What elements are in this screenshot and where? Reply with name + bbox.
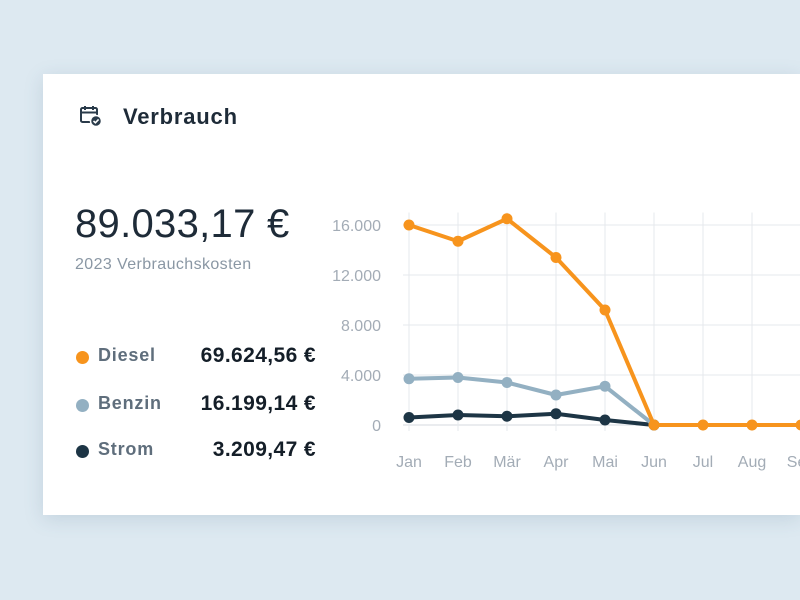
data-point-strom <box>550 408 562 420</box>
data-point-diesel <box>501 213 513 225</box>
legend-value-benzin: 16.199,14 € <box>200 392 316 415</box>
legend-item-benzin: Benzin 16.199,14 € <box>76 392 316 418</box>
x-tick-label: Mär <box>493 454 521 471</box>
legend-value-diesel: 69.624,56 € <box>200 344 316 367</box>
x-tick-label: Jan <box>396 454 422 471</box>
data-point-benzin <box>501 377 513 388</box>
data-point-diesel <box>550 252 562 263</box>
y-tick-label: 4.000 <box>341 368 381 385</box>
x-tick-label: Jun <box>641 454 667 471</box>
x-tick-label: Aug <box>738 454 766 471</box>
legend-dot-strom <box>76 445 89 458</box>
data-point-strom <box>599 414 611 426</box>
x-tick-label: Apr <box>544 454 570 471</box>
legend-dot-benzin <box>76 399 89 412</box>
legend-dot-diesel <box>76 351 89 364</box>
data-point-diesel <box>599 304 611 316</box>
data-point-strom <box>452 409 464 421</box>
data-point-diesel <box>403 219 415 231</box>
y-tick-label: 0 <box>372 418 381 435</box>
series-line-benzin <box>407 375 656 427</box>
consumption-line-chart: 0 4.000 8.000 12.000 16.000 Jan Feb Mär Apr Mai Ju… <box>332 212 800 471</box>
series-line-strom <box>407 411 656 427</box>
y-tick-label: 16.000 <box>332 218 381 235</box>
card-title: Verbrauch <box>123 104 238 129</box>
legend-label-diesel: Diesel <box>98 345 156 365</box>
data-point-benzin <box>599 380 611 392</box>
data-point-benzin <box>403 373 415 385</box>
x-tick-label: Mai <box>592 454 618 471</box>
y-tick-label: 12.000 <box>332 268 381 285</box>
data-point-diesel <box>648 419 660 431</box>
x-tick-label: Sep <box>787 454 800 471</box>
legend-item-strom: Strom 3.209,47 € <box>76 438 316 464</box>
legend-label-benzin: Benzin <box>98 393 162 413</box>
data-point-benzin <box>550 389 562 401</box>
consumption-card: Verbrauch 89.033,17 € 2023 Verbrauchskos… <box>43 74 800 515</box>
data-point-strom <box>403 412 415 423</box>
legend-label-strom: Strom <box>98 439 155 459</box>
data-point-diesel <box>746 419 758 431</box>
x-tick-label: Jul <box>693 454 713 471</box>
legend-item-diesel: Diesel 69.624,56 € <box>76 344 316 370</box>
data-point-diesel <box>452 235 464 247</box>
total-cost: 89.033,17 € <box>75 202 290 246</box>
y-tick-label: 8.000 <box>341 318 381 335</box>
data-point-diesel <box>697 419 709 431</box>
data-point-strom <box>501 410 513 422</box>
legend-value-strom: 3.209,47 € <box>212 438 316 461</box>
calendar-check-icon <box>80 106 103 128</box>
data-point-benzin <box>452 372 464 383</box>
total-cost-label: 2023 Verbrauchskosten <box>75 256 252 273</box>
x-tick-label: Feb <box>444 454 472 471</box>
data-point-diesel <box>795 419 800 431</box>
